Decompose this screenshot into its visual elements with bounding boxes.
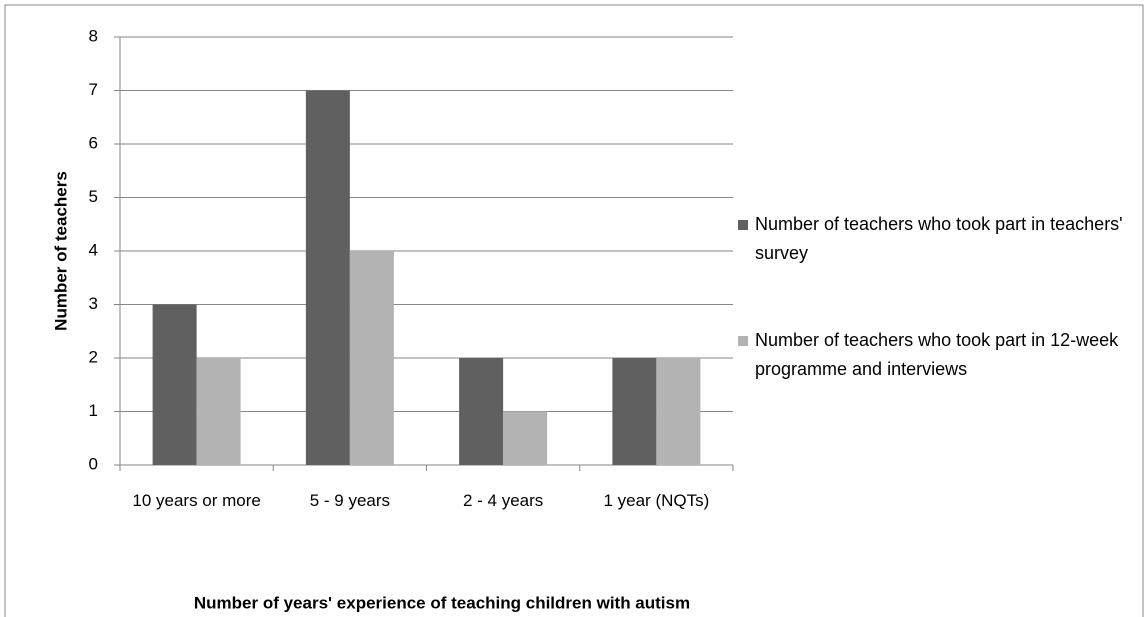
x-tick-label: 1 year (NQTs) xyxy=(603,491,710,510)
y-tick-label: 4 xyxy=(89,240,98,259)
x-tick-label: 10 years or more xyxy=(132,491,261,510)
bar xyxy=(459,358,504,465)
bar xyxy=(152,304,197,465)
x-tick-label: 2 - 4 years xyxy=(462,491,544,510)
y-tick-label: 3 xyxy=(89,294,98,313)
legend-swatch xyxy=(738,336,748,346)
bar xyxy=(656,358,701,465)
x-axis-title: Number of years' experience of teaching … xyxy=(194,593,690,612)
y-tick-label: 0 xyxy=(89,454,98,473)
y-axis-title: Number of teachers xyxy=(51,171,70,331)
legend-label: Number of teachers who took part in 12-w… xyxy=(755,330,1119,379)
legend-label: Number of teachers who took part in teac… xyxy=(755,214,1123,263)
bar xyxy=(305,90,350,465)
chart-frame xyxy=(4,4,1144,617)
y-tick-label: 7 xyxy=(89,80,98,99)
bar xyxy=(612,358,657,465)
legend-swatch xyxy=(738,220,748,230)
y-tick-label: 5 xyxy=(89,187,98,206)
y-tick-label: 2 xyxy=(89,347,98,366)
y-tick-label: 8 xyxy=(89,26,98,45)
y-tick-label: 1 xyxy=(89,401,98,420)
bar xyxy=(349,251,394,465)
y-tick-label: 6 xyxy=(89,133,98,152)
bar xyxy=(196,358,241,465)
bar xyxy=(503,411,548,465)
x-tick-label: 5 - 9 years xyxy=(309,491,391,510)
